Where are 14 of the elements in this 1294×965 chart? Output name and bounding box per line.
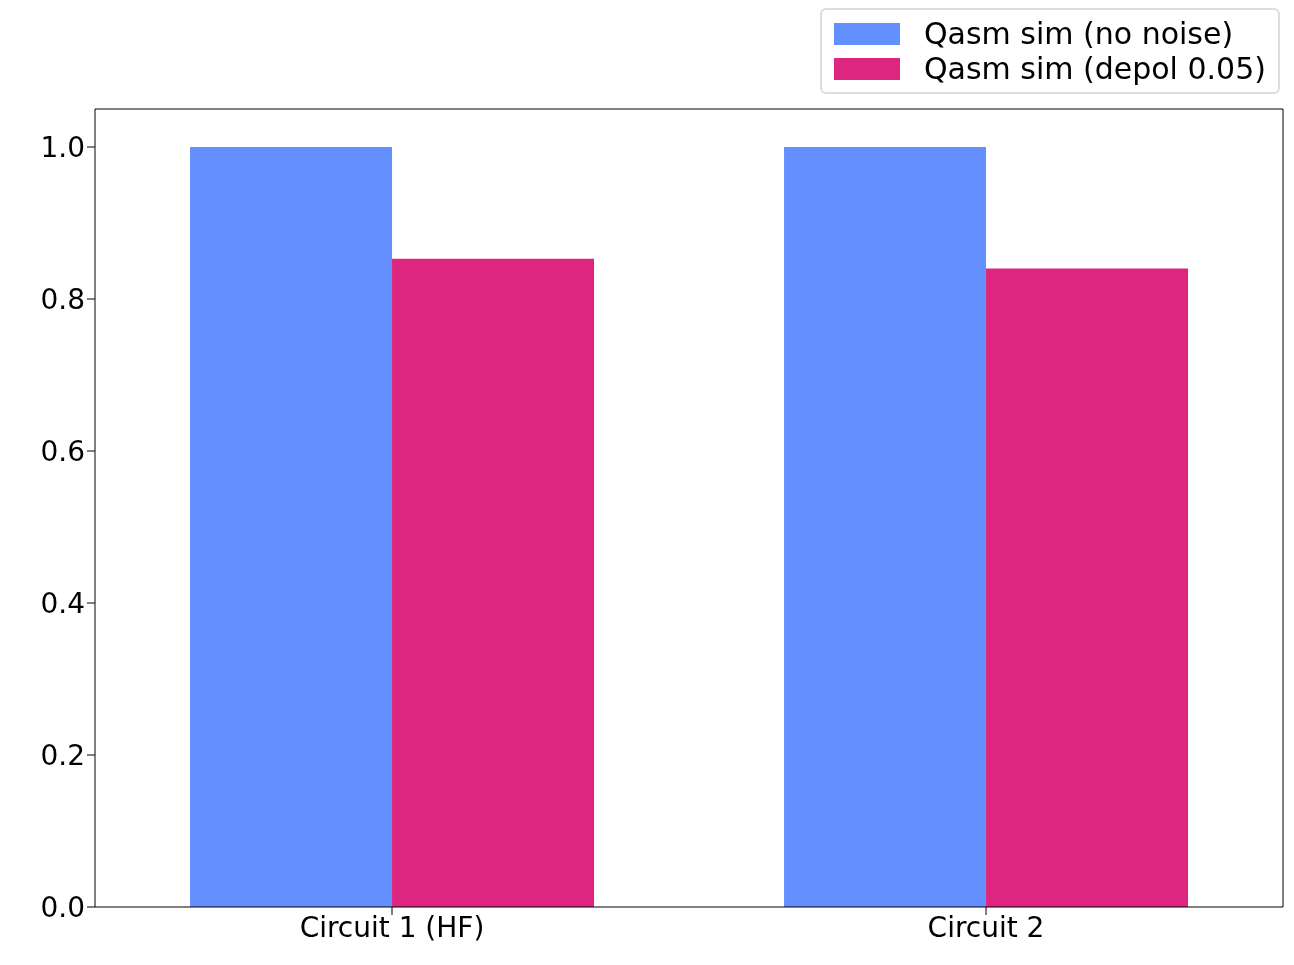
x-tick-label: Circuit 2: [927, 910, 1045, 944]
y-tick-label: 0.4: [40, 586, 85, 620]
x-tick-label: Circuit 1 (HF): [299, 910, 485, 944]
legend-label: Qasm sim (no noise): [923, 16, 1234, 51]
y-tick-label: 0.8: [40, 282, 85, 316]
y-tick-label: 0.0: [40, 890, 85, 924]
bar: [784, 147, 987, 907]
y-tick-label: 1.0: [40, 130, 85, 164]
bar: [392, 258, 595, 907]
bar: [986, 268, 1189, 907]
bar: [190, 147, 393, 907]
y-tick-label: 0.2: [40, 738, 85, 772]
y-tick-label: 0.6: [40, 434, 85, 468]
legend-label: Qasm sim (depol 0.05): [923, 51, 1266, 86]
